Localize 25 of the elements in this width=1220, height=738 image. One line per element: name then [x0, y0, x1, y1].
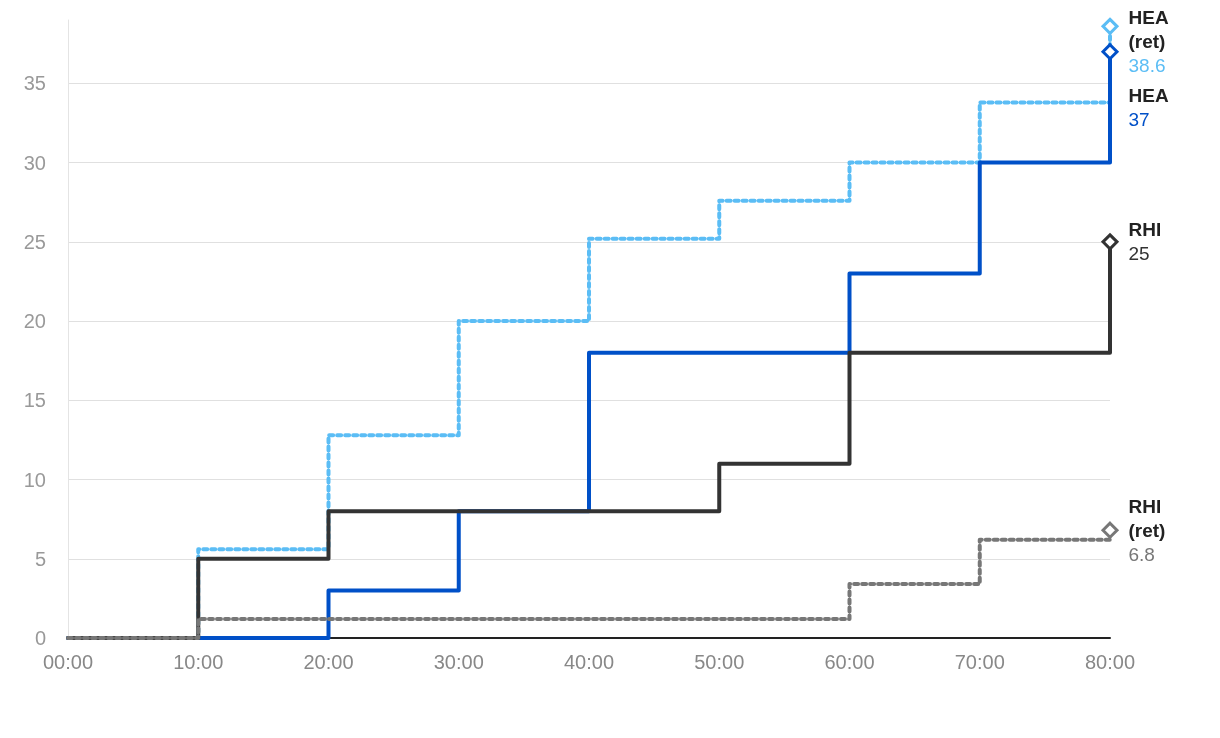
x-tick-label: 30:00	[433, 651, 484, 673]
data-label: 25	[1128, 243, 1150, 265]
x-tick-label: 70:00	[954, 651, 1005, 673]
y-tick-label: 25	[23, 230, 46, 253]
x-tick-label: 80:00	[1084, 651, 1136, 673]
series-label: RHI (ret)	[1128, 495, 1166, 541]
series-label: HEA	[1128, 84, 1169, 106]
y-tick-label: 15	[23, 389, 46, 412]
y-tick-label: 10	[23, 468, 46, 491]
y-tick-label: 0	[34, 627, 46, 649]
x-tick-label: 40:00	[563, 651, 615, 673]
x-tick-label: 50:00	[694, 651, 745, 673]
y-tick-label: 5	[34, 547, 46, 570]
y-tick-label: 20	[23, 310, 46, 333]
y-tick-label: 35	[23, 72, 46, 95]
y-tick-label: 30	[23, 151, 46, 174]
data-label: 38.6	[1128, 54, 1166, 76]
data-label: 6.8	[1128, 543, 1155, 565]
x-tick-label: 20:00	[303, 651, 354, 673]
series-label: RHI	[1128, 219, 1162, 241]
x-tick-label: 60:00	[824, 651, 875, 673]
x-tick-label: 00:00	[42, 651, 94, 673]
x-tick-label: 10:00	[173, 651, 224, 673]
series-label: HEA (ret)	[1128, 6, 1169, 52]
data-label: 37	[1128, 108, 1150, 130]
